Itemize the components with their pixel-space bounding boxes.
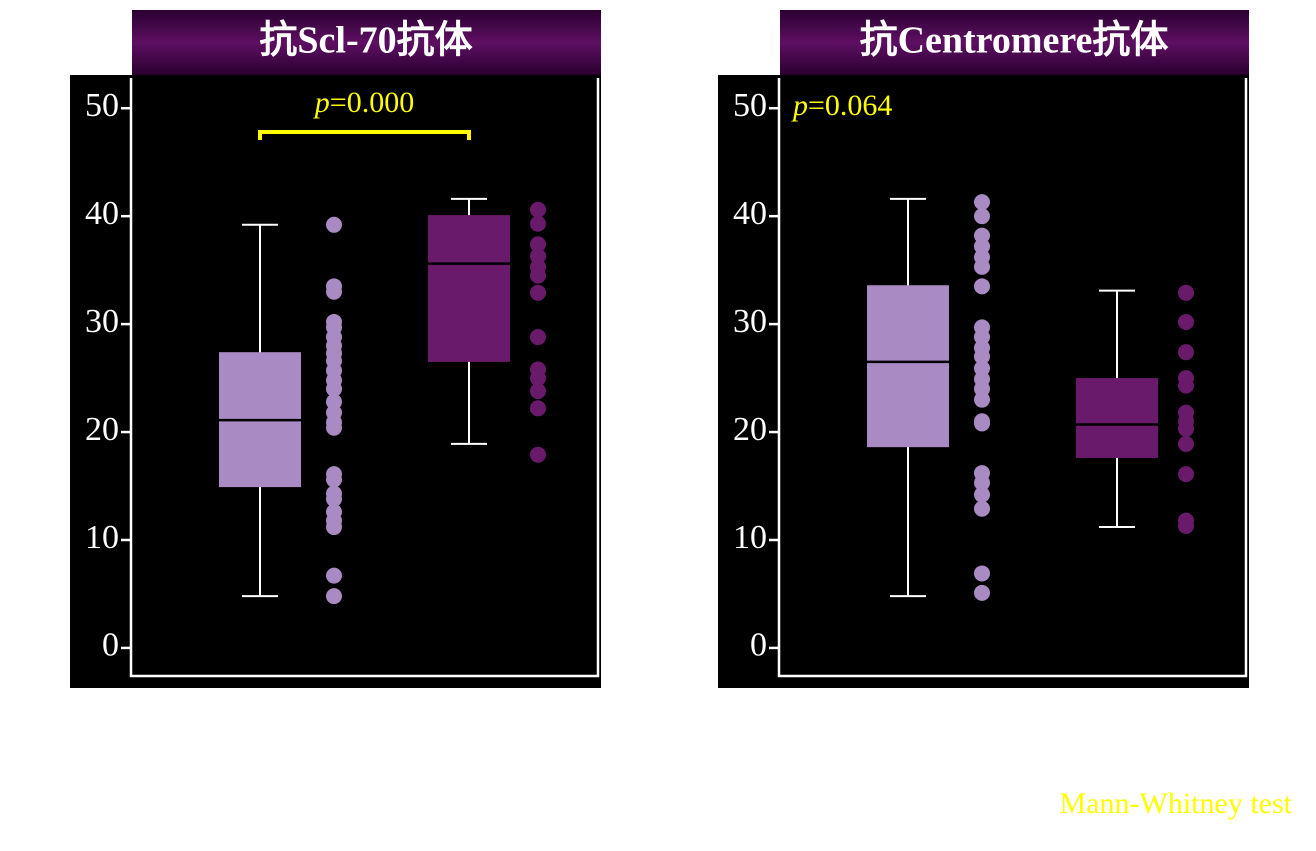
point (326, 588, 342, 605)
point (1178, 435, 1194, 452)
y-tick-label: 50 (733, 87, 767, 124)
p-value: p=0.000 (313, 86, 414, 119)
point (974, 474, 990, 491)
point (530, 267, 546, 284)
point (326, 567, 342, 584)
point (1178, 420, 1194, 437)
point (326, 471, 342, 488)
chart-title: 抗Centromere抗体 (860, 20, 1169, 62)
point (974, 584, 990, 601)
p-value: p=0.064 (791, 89, 892, 122)
significance-bracket (258, 130, 471, 140)
point (326, 283, 342, 300)
plot-frame (777, 78, 1248, 678)
point (1178, 466, 1194, 483)
y-tick-label: 10 (733, 519, 767, 556)
point (530, 329, 546, 346)
plot-frame (129, 78, 600, 678)
point (326, 519, 342, 536)
y-tick-label: 20 (85, 411, 119, 448)
point (530, 400, 546, 417)
y-tick-label: 50 (85, 87, 119, 124)
y-tick-label: 40 (85, 195, 119, 232)
point (974, 391, 990, 408)
point (1178, 313, 1194, 330)
point (326, 380, 342, 397)
point (326, 216, 342, 233)
point (326, 419, 342, 436)
title-bar (132, 10, 601, 75)
box (428, 215, 510, 362)
y-tick-label: 40 (733, 195, 767, 232)
point (974, 258, 990, 275)
point (530, 215, 546, 232)
y-tick-label: 10 (85, 519, 119, 556)
title-bar (780, 10, 1249, 75)
point (530, 236, 546, 253)
point (530, 201, 546, 218)
point (1178, 377, 1194, 394)
point (974, 500, 990, 517)
box (1076, 378, 1158, 458)
footnote: Mann-Whitney test (1060, 787, 1293, 820)
point (530, 446, 546, 463)
point (974, 278, 990, 295)
point (974, 348, 990, 365)
box (867, 285, 949, 448)
y-tick-label: 30 (733, 303, 767, 340)
point (1178, 284, 1194, 301)
point (974, 415, 990, 432)
chart-title: 抗Scl-70抗体 (259, 20, 472, 62)
point (530, 383, 546, 400)
point (974, 194, 990, 211)
y-tick-label: 0 (750, 627, 767, 664)
point (974, 486, 990, 503)
point (1178, 517, 1194, 534)
y-tick-label: 0 (102, 627, 119, 664)
point (974, 565, 990, 582)
point (530, 370, 546, 387)
y-tick-label: 30 (85, 303, 119, 340)
point (974, 208, 990, 225)
point (530, 284, 546, 301)
y-tick-label: 20 (733, 411, 767, 448)
point (326, 490, 342, 507)
point (1178, 344, 1194, 361)
